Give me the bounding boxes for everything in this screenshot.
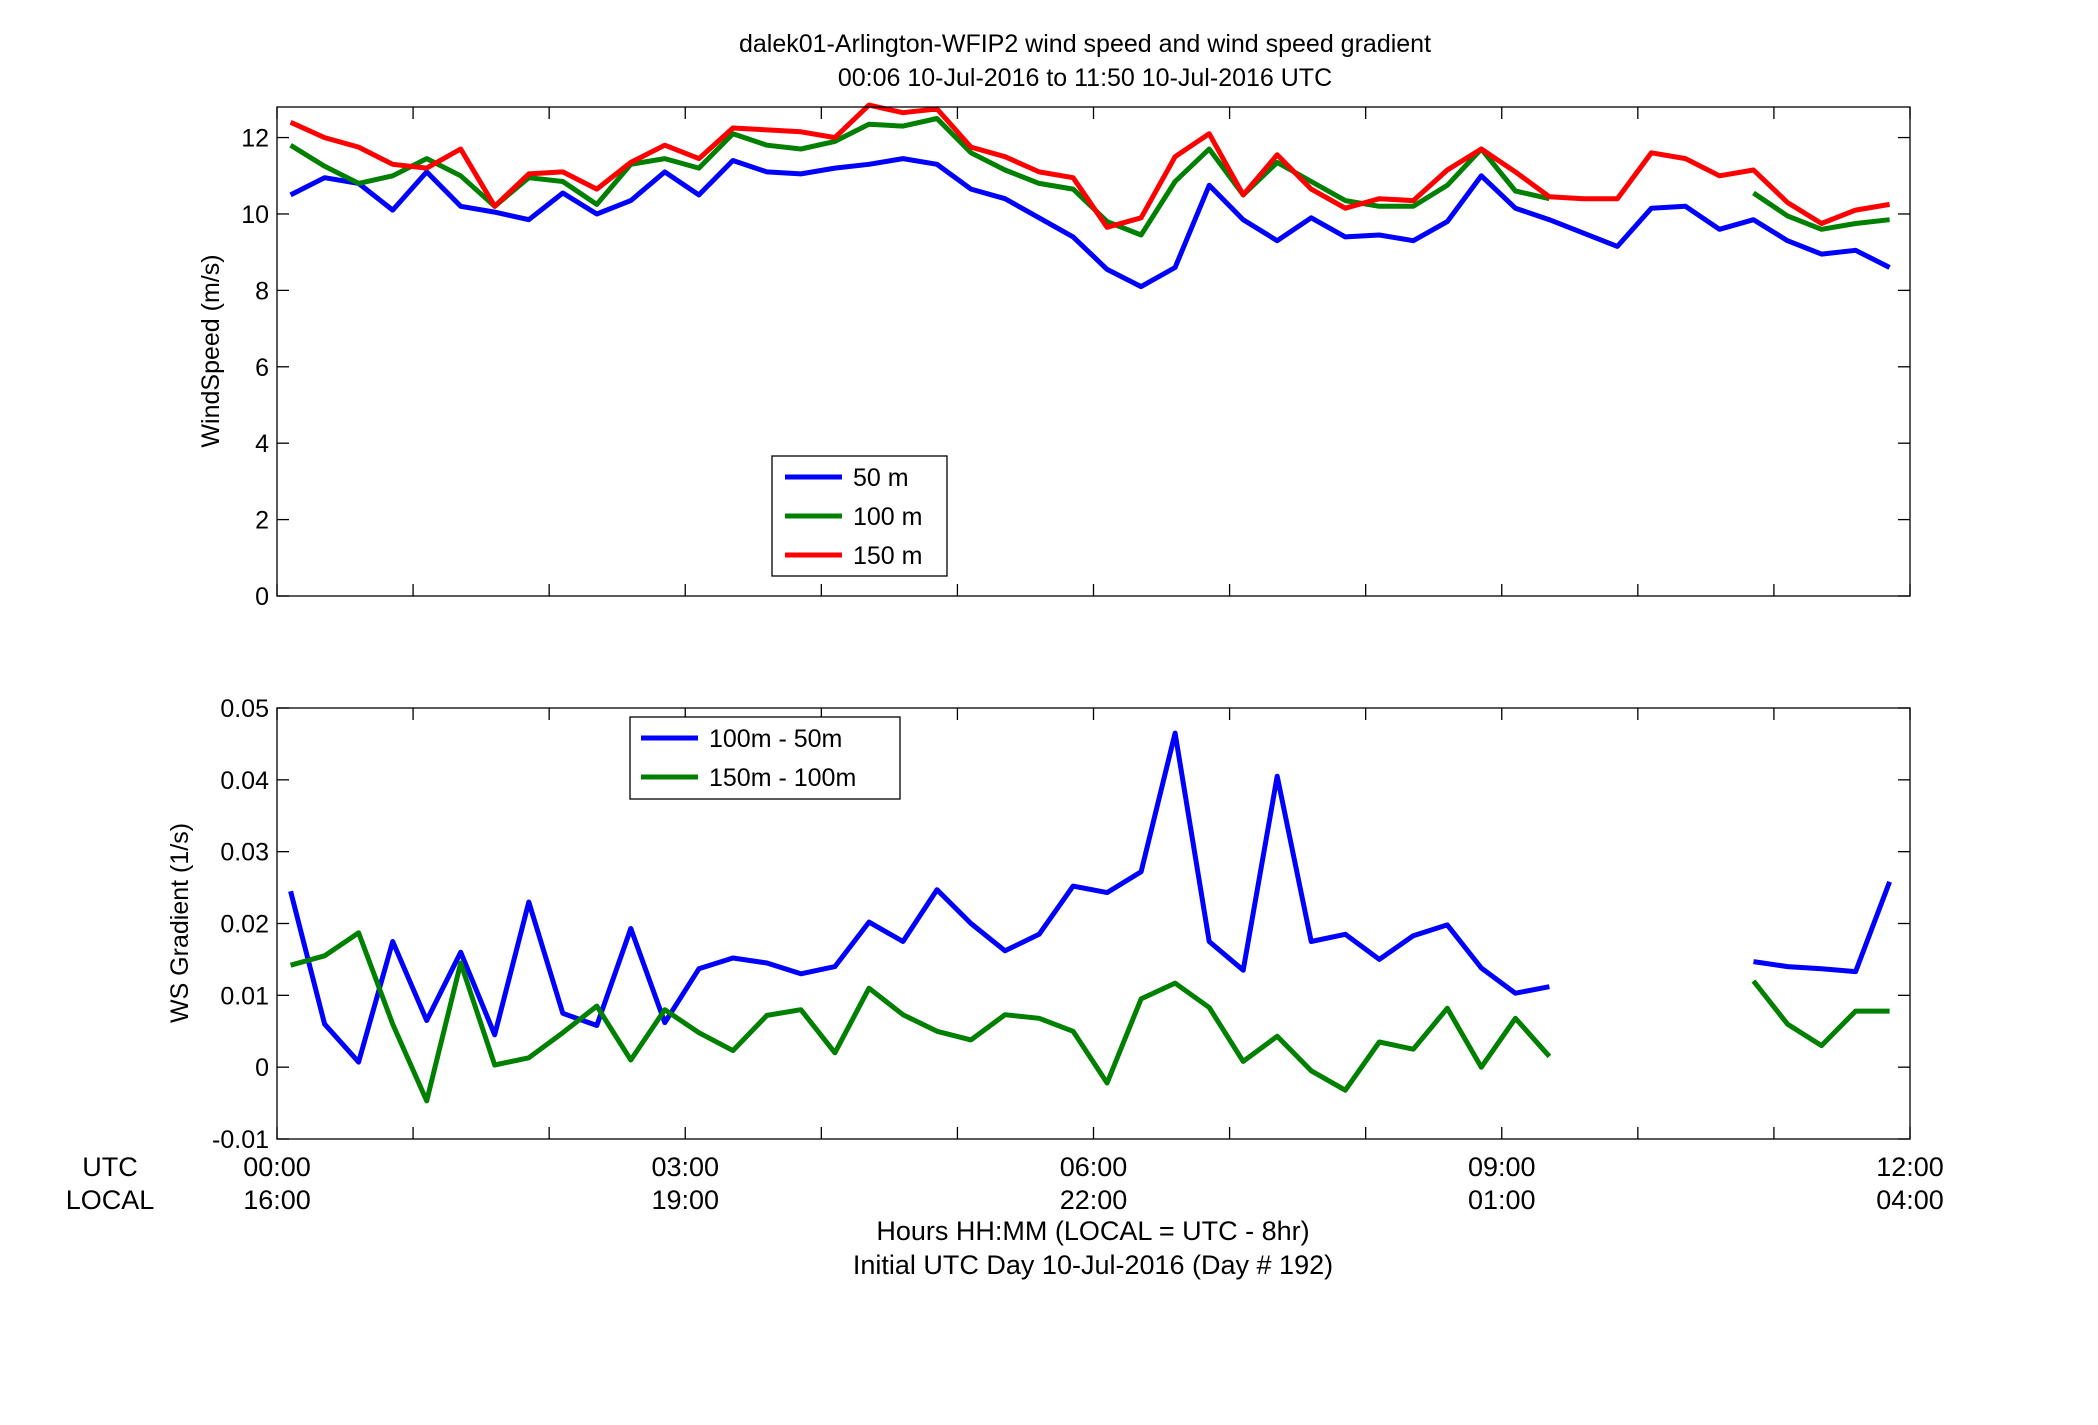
x-tick-label-local: 04:00 xyxy=(1876,1185,1944,1215)
windspeed-ylabel: WindSpeed (m/s) xyxy=(197,254,225,447)
legend-label-50m: 50 m xyxy=(853,464,909,492)
x-tick-label-local: 19:00 xyxy=(651,1185,719,1215)
windspeed-ytick-label: 8 xyxy=(255,277,269,305)
legend-label-150m: 150 m xyxy=(853,542,922,570)
gradient-legend: 100m - 50m 150m - 100m xyxy=(629,716,901,800)
x-row-label-utc: UTC xyxy=(82,1152,138,1182)
legend-label-100m-50m: 100m - 50m xyxy=(709,725,842,753)
windspeed-ticks: 0 2 4 6 8 10 12 xyxy=(241,107,1911,611)
windspeed-series xyxy=(289,102,1891,290)
series-line-50-m xyxy=(289,156,1891,290)
windspeed-ytick-label: 4 xyxy=(255,430,269,458)
x-tick-label-local: 22:00 xyxy=(1060,1185,1128,1215)
gradient-ticks: -0.01 0 0.01 0.02 0.03 0.04 0.05 xyxy=(212,695,1911,1154)
gradient-ytick-label: 0.02 xyxy=(220,911,269,939)
x-tick-label-utc: 12:00 xyxy=(1876,1152,1944,1182)
gradient-legend-box xyxy=(629,716,901,800)
x-tick-label-utc: 00:00 xyxy=(243,1152,311,1182)
x-tick-label-utc: 06:00 xyxy=(1060,1152,1128,1182)
legend-label-150m-100m: 150m - 100m xyxy=(709,764,856,792)
windspeed-ytick-label: 2 xyxy=(255,507,269,535)
gradient-ytick-label: 0 xyxy=(255,1054,269,1082)
windspeed-ytick-label: 6 xyxy=(255,354,269,382)
chart-title-line2: 00:06 10-Jul-2016 to 11:50 10-Jul-2016 U… xyxy=(838,64,1332,92)
windspeed-legend: 50 m 100 m 150 m xyxy=(771,455,948,577)
gradient-series xyxy=(288,730,1892,1104)
gradient-ytick-label: 0.01 xyxy=(220,982,269,1010)
x-axis-label-line1: Hours HH:MM (LOCAL = UTC - 8hr) xyxy=(876,1216,1309,1246)
series-line-150-m xyxy=(289,102,1891,230)
legend-label-100m: 100 m xyxy=(853,503,922,531)
x-axis-label-line2: Initial UTC Day 10-Jul-2016 (Day # 192) xyxy=(853,1250,1333,1280)
x-tick-label-local: 16:00 xyxy=(243,1185,311,1215)
gradient-ylabel: WS Gradient (1/s) xyxy=(166,823,194,1023)
x-tick-label-local: 01:00 xyxy=(1468,1185,1536,1215)
series-line-150m-100m xyxy=(289,930,1890,1104)
x-tick-label-utc: 03:00 xyxy=(651,1152,719,1182)
chart-title-line1: dalek01-Arlington-WFIP2 wind speed and w… xyxy=(739,30,1431,58)
gradient-ytick-label: 0.04 xyxy=(220,767,269,795)
gradient-ytick-label: 0.05 xyxy=(220,695,269,723)
windspeed-panel: 0 2 4 6 8 10 12 WindSpeed (m/s) 50 m 100 m 150… xyxy=(197,102,1911,611)
x-tick-label-utc: 09:00 xyxy=(1468,1152,1536,1182)
windspeed-ytick-label: 0 xyxy=(255,583,269,611)
series-line-100m-50m xyxy=(288,730,1892,1065)
x-row-label-local: LOCAL xyxy=(66,1185,155,1215)
gradient-ytick-label: -0.01 xyxy=(212,1126,269,1154)
windspeed-ytick-label: 10 xyxy=(241,201,269,229)
windspeed-ytick-label: 12 xyxy=(241,125,269,153)
gradient-panel: -0.01 0 0.01 0.02 0.03 0.04 0.05 WS Gradient (… xyxy=(166,695,1911,1154)
gradient-ytick-label: 0.03 xyxy=(220,839,269,867)
